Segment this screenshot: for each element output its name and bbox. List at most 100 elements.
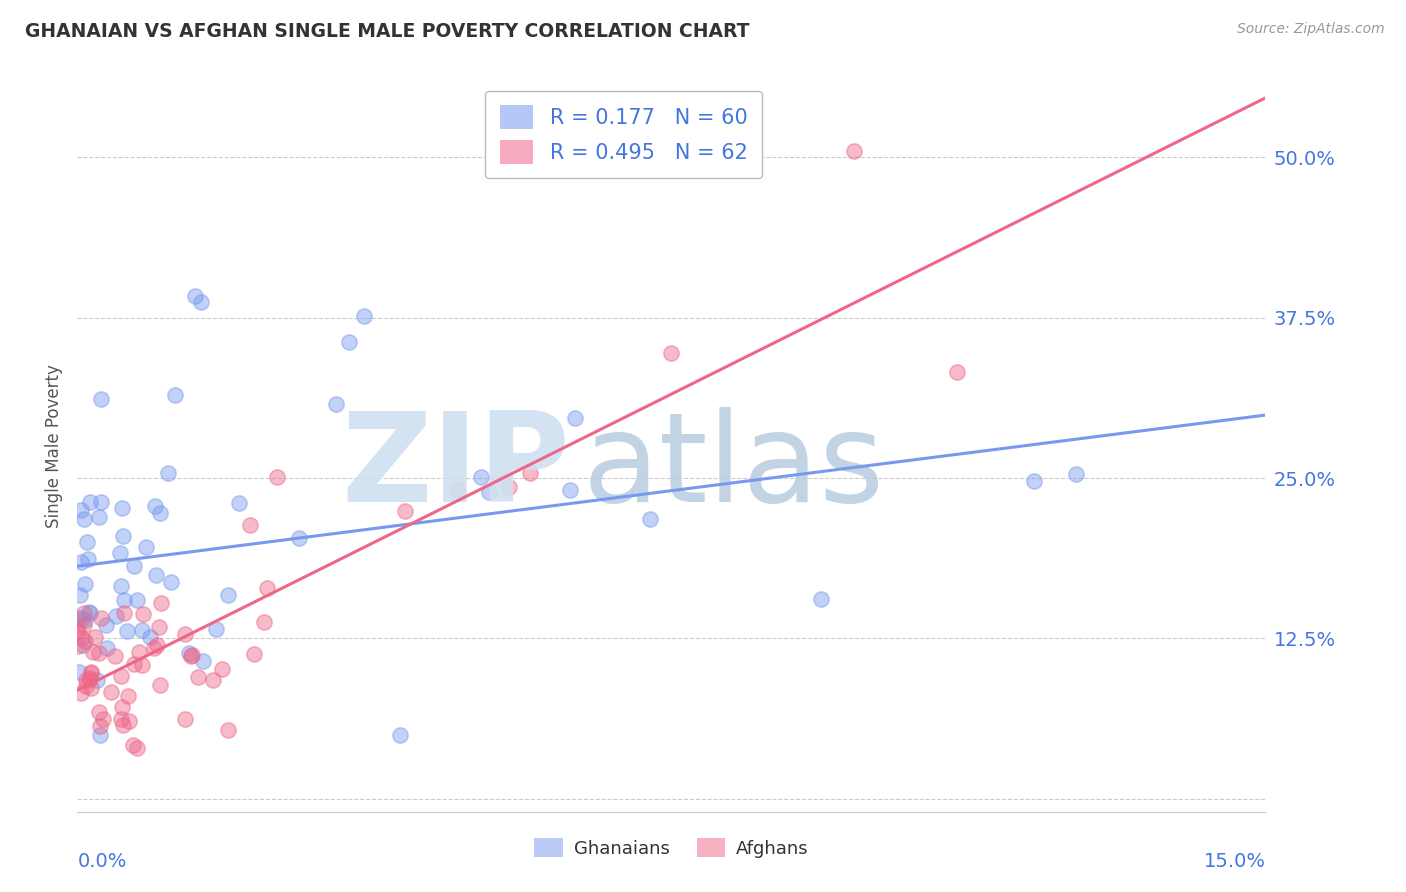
Point	[446, 482, 468, 496]
Point	[217, 723, 239, 738]
Point	[945, 365, 967, 379]
Point	[125, 740, 148, 755]
Point	[90, 611, 112, 625]
Point	[388, 728, 411, 742]
Point	[204, 623, 226, 637]
Point	[127, 593, 149, 607]
Point	[564, 411, 586, 425]
Point	[70, 502, 93, 516]
Point	[67, 611, 90, 625]
Point	[239, 517, 262, 532]
Point	[72, 606, 94, 620]
Point	[558, 483, 581, 498]
Point	[104, 609, 127, 624]
Point	[190, 295, 212, 310]
Point	[110, 712, 132, 726]
Point	[86, 673, 108, 687]
Point	[139, 630, 162, 644]
Point	[84, 630, 107, 644]
Point	[77, 552, 100, 566]
Point	[80, 665, 103, 680]
Point	[121, 738, 143, 752]
Text: GHANAIAN VS AFGHAN SINGLE MALE POVERTY CORRELATION CHART: GHANAIAN VS AFGHAN SINGLE MALE POVERTY C…	[25, 22, 749, 41]
Point	[112, 593, 135, 607]
Point	[79, 606, 101, 620]
Point	[66, 624, 89, 639]
Point	[145, 639, 167, 653]
Point	[145, 568, 167, 582]
Point	[80, 665, 103, 680]
Point	[89, 728, 111, 742]
Point	[73, 576, 96, 591]
Y-axis label: Single Male Poverty: Single Male Poverty	[45, 364, 63, 528]
Point	[148, 620, 170, 634]
Point	[112, 718, 135, 732]
Point	[187, 670, 209, 684]
Point	[1064, 467, 1087, 481]
Point	[174, 627, 197, 641]
Point	[498, 480, 520, 494]
Point	[638, 512, 661, 526]
Point	[143, 499, 166, 513]
Point	[394, 504, 416, 518]
Point	[91, 712, 114, 726]
Point	[243, 647, 266, 661]
Point	[659, 346, 682, 360]
Point	[70, 686, 93, 700]
Point	[201, 673, 224, 688]
Text: atlas: atlas	[582, 408, 884, 528]
Point	[179, 646, 201, 660]
Point	[69, 588, 91, 602]
Point	[73, 617, 96, 632]
Point	[79, 495, 101, 509]
Point	[75, 673, 97, 687]
Point	[149, 596, 172, 610]
Point	[810, 592, 832, 607]
Point	[111, 501, 134, 516]
Point	[79, 671, 101, 685]
Point	[80, 681, 103, 695]
Point	[118, 714, 141, 728]
Point	[75, 680, 97, 694]
Point	[180, 649, 202, 664]
Text: Source: ZipAtlas.com: Source: ZipAtlas.com	[1237, 22, 1385, 37]
Point	[253, 615, 276, 630]
Point	[89, 719, 111, 733]
Point	[1022, 474, 1045, 488]
Point	[76, 535, 98, 549]
Text: 0.0%: 0.0%	[77, 852, 127, 871]
Point	[132, 607, 155, 621]
Point	[77, 673, 100, 688]
Point	[128, 645, 150, 659]
Point	[75, 633, 97, 648]
Text: ZIP: ZIP	[342, 408, 571, 528]
Point	[131, 623, 153, 637]
Point	[110, 546, 132, 560]
Point	[470, 469, 492, 483]
Point	[184, 289, 207, 303]
Point	[70, 555, 93, 569]
Point	[135, 540, 157, 554]
Point	[149, 506, 172, 520]
Point	[110, 578, 132, 592]
Point	[66, 640, 89, 654]
Point	[337, 334, 360, 349]
Point	[211, 662, 233, 676]
Point	[112, 606, 135, 620]
Point	[217, 589, 239, 603]
Point	[70, 632, 93, 646]
Point	[228, 496, 250, 510]
Point	[173, 712, 195, 726]
Point	[156, 466, 179, 480]
Point	[67, 665, 90, 679]
Point	[149, 678, 172, 692]
Point	[266, 469, 288, 483]
Point	[73, 512, 96, 526]
Point	[72, 638, 94, 652]
Point	[75, 613, 97, 627]
Point	[90, 392, 112, 407]
Text: 15.0%: 15.0%	[1204, 852, 1265, 871]
Point	[117, 689, 139, 703]
Point	[115, 624, 138, 638]
Point	[96, 617, 118, 632]
